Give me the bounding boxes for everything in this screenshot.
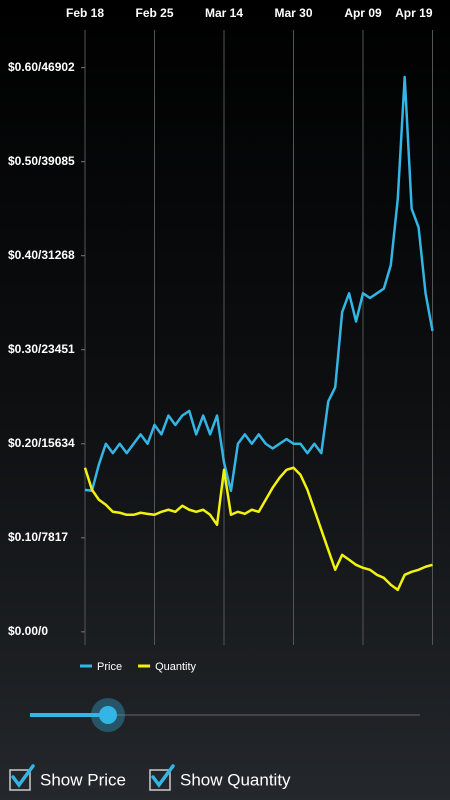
y-tick-label: $0.50/39085 <box>8 154 75 168</box>
legend-label: Price <box>97 661 122 673</box>
y-tick-label: $0.40/31268 <box>8 248 75 262</box>
checkbox[interactable] <box>149 769 171 791</box>
checkbox-check[interactable] <box>11 764 35 788</box>
y-tick-label: $0.30/23451 <box>8 342 75 356</box>
y-tick-label: $0.20/15634 <box>8 436 75 450</box>
y-tick-label: $0.10/7817 <box>8 530 68 544</box>
x-tick-label: Apr 09 <box>344 6 382 20</box>
y-tick-label: $0.00/0 <box>8 624 48 638</box>
legend-label: Quantity <box>155 661 196 673</box>
x-tick-label: Mar 14 <box>205 6 243 20</box>
x-tick-label: Feb 25 <box>135 6 173 20</box>
x-tick-label: Apr 19 <box>395 6 433 20</box>
y-tick-label: $0.60/46902 <box>8 60 75 74</box>
checkbox[interactable] <box>9 769 31 791</box>
series-line <box>83 466 433 592</box>
checkbox-label[interactable]: Show Quantity <box>180 770 291 789</box>
x-tick-label: Feb 18 <box>66 6 104 20</box>
series-line <box>84 75 434 493</box>
checkbox-check[interactable] <box>151 764 175 788</box>
slider-thumb[interactable] <box>99 706 117 724</box>
x-tick-label: Mar 30 <box>274 6 312 20</box>
checkbox-label[interactable]: Show Price <box>40 770 126 789</box>
